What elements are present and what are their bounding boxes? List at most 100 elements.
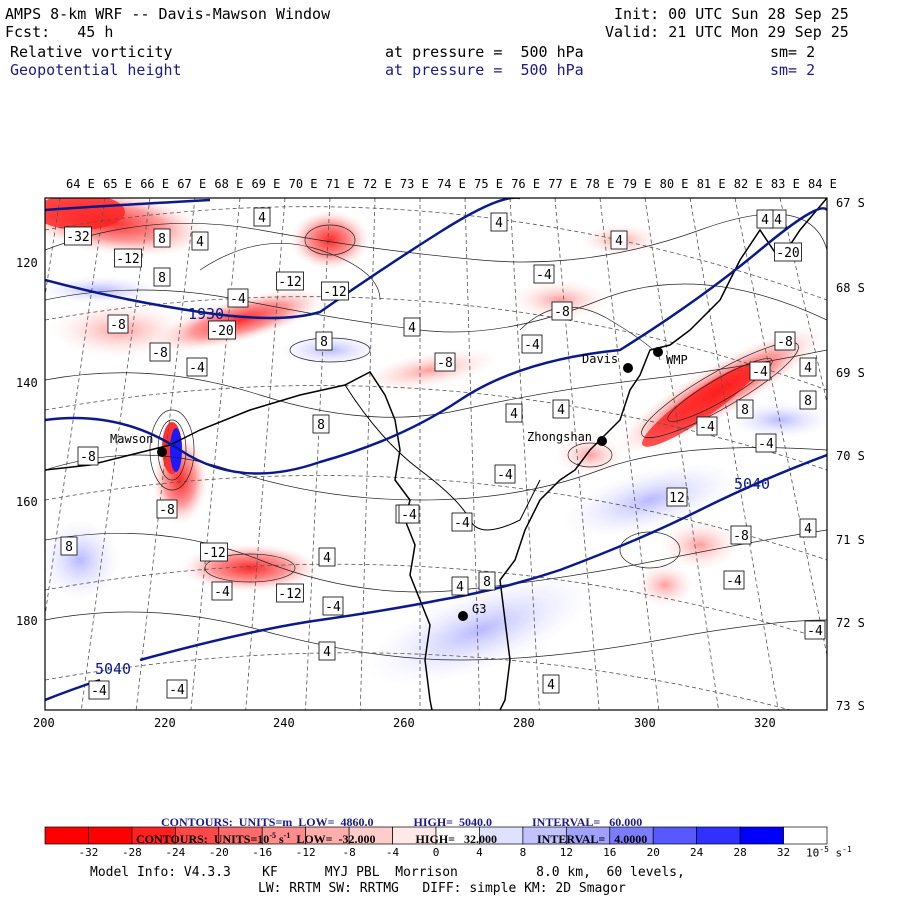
contour-label-text: -4 (536, 268, 552, 283)
contour-label-box: 8 (315, 331, 333, 351)
contour-label-text: -8 (159, 503, 175, 518)
physics-info: LW: RRTM SW: RRTMG DIFF: simple KM: 2D S… (258, 881, 626, 896)
contour-label-text: 4 (804, 522, 812, 537)
y-tick-label: 140 (16, 376, 38, 390)
contour-label-text: -4 (401, 508, 417, 523)
lon-label: 74 E (437, 177, 466, 191)
lon-label: 64 E (66, 177, 95, 191)
contour-label-text: 4 (547, 678, 555, 693)
lon-label: 72 E (362, 177, 392, 191)
contour-label-text: 8 (158, 271, 166, 286)
contour-label-box: 8 (312, 414, 330, 434)
field2-name: Geopotential height (10, 61, 182, 79)
contour-label-box: 4 (403, 317, 421, 337)
colorbar-label: 0 (432, 846, 440, 859)
contour-label-text: 4 (774, 213, 782, 228)
contour-label-text: -12 (202, 546, 225, 561)
colorbar-label: 28 (733, 846, 747, 859)
contour-label-text: -12 (278, 275, 301, 290)
contour-label-text: 8 (317, 418, 325, 433)
contour-label-text: 5040 (734, 475, 770, 493)
contour-label-text: 8 (804, 394, 812, 409)
contour-label-text: 4 (761, 213, 769, 228)
colorbar-label: -20 (208, 846, 229, 859)
contour-label-text: -4 (454, 516, 470, 531)
contour-label-text: 5040 (95, 660, 131, 678)
lon-label: 79 E (622, 177, 652, 191)
contour-label-box: 4 (451, 576, 469, 596)
contour-label-box: 8 (153, 228, 171, 248)
field1-smooth: sm= 2 (770, 43, 816, 61)
contour-label-box: 4 (799, 518, 817, 538)
contour-label-text: -4 (699, 420, 715, 435)
contour-label-text: 8 (483, 575, 491, 590)
colorbar (44, 826, 828, 845)
contour-label-text: 4 (258, 211, 266, 226)
contour-label-box: -4 (696, 416, 718, 436)
contour-label-box: 12 (666, 487, 688, 507)
colorbar-label: -8 (342, 846, 356, 859)
lat-label: 68 S (836, 281, 865, 295)
lon-label: 66 E (140, 177, 170, 191)
contour-label-text: 4 (408, 321, 416, 336)
field2-smooth: sm= 2 (770, 61, 816, 79)
contour-label-box: -4 (211, 581, 233, 601)
contour-label-box: -4 (88, 680, 110, 700)
contour-label-box: 4 (799, 357, 817, 377)
x-tick-label: 300 (634, 716, 656, 730)
y-tick-label: 120 (16, 256, 38, 270)
contour-label-box: -4 (166, 679, 188, 699)
contour-label-box: -8 (434, 352, 456, 372)
contour-label-box: 4 (542, 674, 560, 694)
field1-name: Relative vorticity (10, 43, 173, 61)
contour-label-box: 4 (610, 230, 628, 250)
contour-label-box: -8 (551, 301, 573, 321)
contour-label-text: 4 (456, 580, 464, 595)
contour-label-box: -8 (774, 331, 796, 351)
contour-label-box: -12 (276, 271, 304, 291)
contour-label-box: 5040 (95, 660, 131, 678)
x-tick-label: 220 (154, 716, 176, 730)
x-tick-label: 240 (273, 716, 295, 730)
colorbar-label: 32 (776, 846, 791, 859)
contour-label-box: 8 (60, 536, 78, 556)
contour-label-box: 8 (153, 267, 171, 287)
contour-label-box: 8 (736, 399, 754, 419)
lon-label: 84 E (808, 177, 837, 191)
colorbar-label: 16 (603, 846, 617, 859)
contour-label-box: -20 (208, 320, 236, 340)
contour-label-box: -12 (276, 583, 304, 603)
lat-label: 73 S (836, 699, 865, 713)
contour-label-box: -4 (494, 464, 516, 484)
contour-label-text: -8 (110, 318, 126, 333)
contour-label-text: -4 (91, 684, 107, 699)
colorbar-label: -28 (121, 846, 142, 859)
lat-label: 71 S (836, 533, 865, 547)
contour-label-text: -4 (758, 437, 774, 452)
model-info: Model Info: V4.3.3 KF MYJ PBL Morrison 8… (90, 865, 685, 880)
colorbar-label: 24 (690, 846, 704, 859)
lon-label: 70 E (288, 177, 318, 191)
contour-label-box: 8 (478, 571, 496, 591)
contour-label-text: -4 (169, 683, 185, 698)
contour-label-box: -8 (730, 525, 752, 545)
contour-label-text: -4 (214, 585, 230, 600)
vorticity-contour-info: CONTOURS: UNITS=10-5 s-1 LOW= -32.000 HIG… (136, 831, 648, 846)
contour-label-box: -12 (114, 248, 142, 268)
lon-label: 73 E (399, 177, 429, 191)
lat-label: 72 S (836, 616, 865, 630)
contour-label-box: -4 (186, 357, 208, 377)
contour-label-text: 4 (495, 216, 503, 231)
valid-time: Valid: 21 UTC Mon 29 Sep 25 (605, 23, 849, 41)
contour-label-box: -4 (755, 433, 777, 453)
contour-label-box: 4 (756, 209, 774, 229)
contour-label-text: 8 (65, 540, 73, 555)
x-tick-label: 200 (33, 716, 55, 730)
lon-label: 82 E (733, 177, 763, 191)
lon-label: 83 E (770, 177, 800, 191)
field2-pressure: at pressure = 500 hPa (385, 61, 584, 79)
contour-label-text: -8 (80, 450, 96, 465)
contour-label-text: 4 (196, 235, 204, 250)
contour-label-text: -8 (152, 346, 168, 361)
